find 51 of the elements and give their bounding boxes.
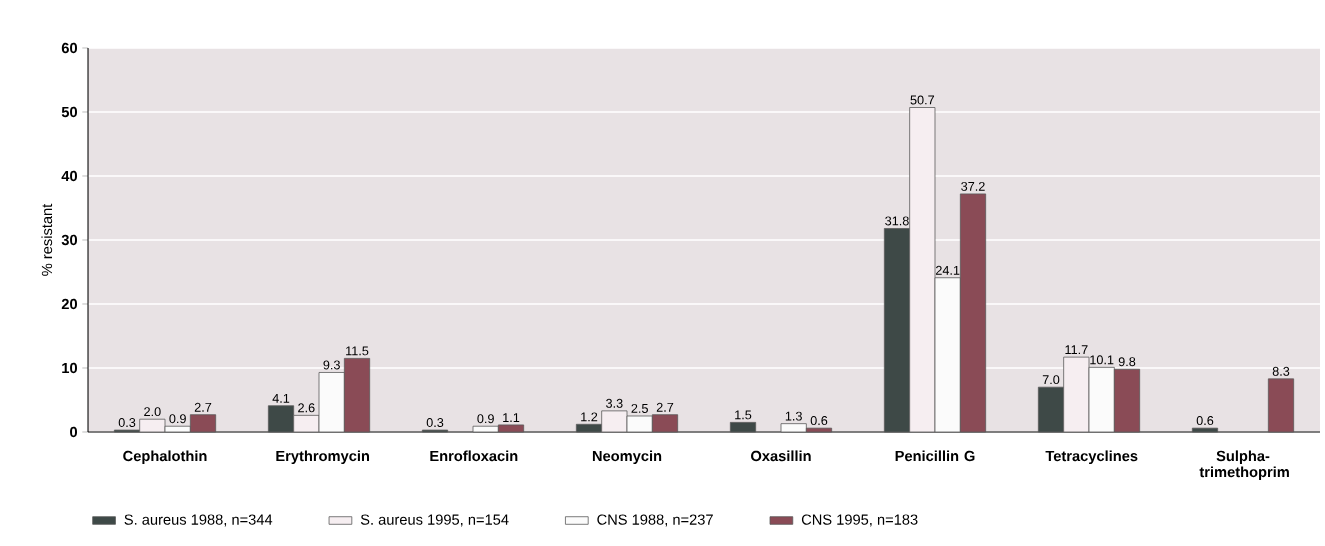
x-tick-label: Enrofloxacin <box>430 450 518 462</box>
data-label: 0.6 <box>1196 416 1214 426</box>
y-tick-label: 0 <box>70 426 78 438</box>
data-label: 2.6 <box>298 403 315 413</box>
data-label: 11.7 <box>1065 345 1088 355</box>
x-tick-label: Cephalothin <box>123 450 207 465</box>
data-label: 1.5 <box>735 410 752 420</box>
x-tick-label: Erythromycin <box>276 450 370 465</box>
data-label: 1.1 <box>503 413 520 422</box>
data-label: 9.3 <box>323 360 340 370</box>
data-label: 37.2 <box>961 181 985 191</box>
x-tick-label: Oxasillin <box>751 450 811 462</box>
x-tick-label: Tetracyclines <box>1045 450 1138 465</box>
data-label: 0.3 <box>426 418 444 427</box>
y-tick-label: 30 <box>61 234 77 246</box>
data-label: 7.0 <box>1042 375 1060 385</box>
data-label: 1.3 <box>785 411 802 421</box>
y-tick-label: 20 <box>61 298 77 310</box>
bar <box>1267 378 1295 433</box>
y-tick-label: 40 <box>61 170 77 182</box>
data-label: 24.1 <box>935 265 960 275</box>
bar <box>729 421 757 433</box>
x-tick-label: Penicillin G <box>895 450 975 462</box>
data-label: 1.2 <box>581 412 598 422</box>
legend-label: S. aureus 1988, n=344 <box>124 514 273 527</box>
data-label: 2.7 <box>656 402 674 412</box>
data-label: 3.3 <box>606 398 623 408</box>
data-label: 4.1 <box>272 393 290 403</box>
data-label: 50.7 <box>910 95 935 105</box>
bar <box>1191 427 1219 433</box>
data-label: 2.7 <box>194 402 212 412</box>
data-label: 0.3 <box>118 418 136 427</box>
data-label: 0.6 <box>810 416 828 426</box>
data-label: 10.1 <box>1090 355 1114 365</box>
data-label: 31.8 <box>885 216 909 226</box>
data-label: 2.0 <box>144 407 161 417</box>
x-tick-label: Sulpha-trimethoprim <box>1199 450 1289 481</box>
data-label: 0.9 <box>169 414 186 424</box>
x-tick-label: Neomycin <box>592 450 662 465</box>
y-axis-title: % resistant <box>41 203 53 276</box>
data-label: 2.5 <box>631 403 648 413</box>
legend-label: S. aureus 1995, n=154 <box>360 514 509 527</box>
y-tick-label: 50 <box>61 106 77 118</box>
data-label: 11.5 <box>346 346 369 356</box>
y-tick-label: 60 <box>61 42 77 54</box>
data-label: 8.3 <box>1272 366 1290 376</box>
y-tick-label: 10 <box>62 362 77 374</box>
data-label: 0.9 <box>477 414 494 424</box>
data-label: 9.8 <box>1118 357 1136 367</box>
legend-label: CNS 1988, n=237 <box>597 514 713 527</box>
legend-label: CNS 1995, n=183 <box>801 514 918 527</box>
